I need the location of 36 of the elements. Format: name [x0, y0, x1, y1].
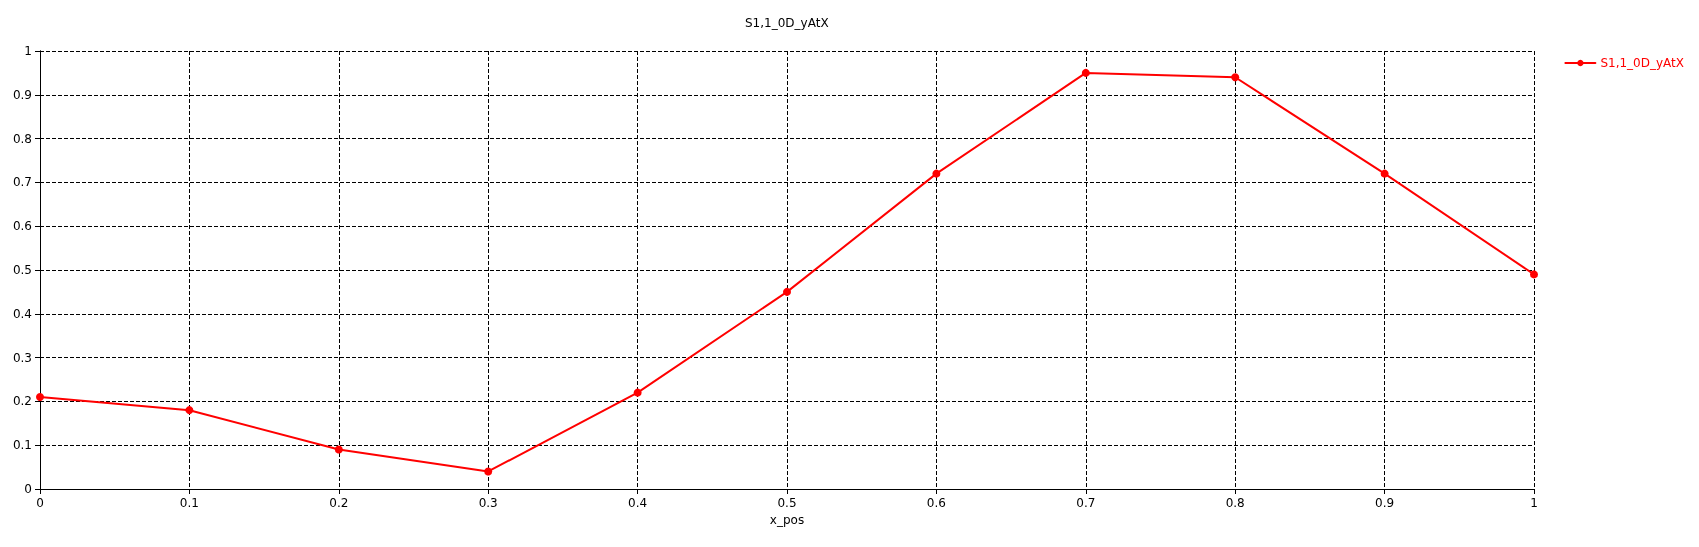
x-tick-label: 0.5: [777, 496, 797, 510]
y-tick-label: 0.6: [12, 219, 32, 234]
y-tick-label: 0: [24, 482, 32, 496]
point: [1530, 270, 1538, 279]
x-tick-label: 0.9: [1375, 496, 1395, 510]
x-tick-label: 0: [36, 496, 44, 510]
x-tick-label: 0.4: [628, 496, 648, 510]
x-axis-title: x_pos: [769, 512, 805, 527]
point: [36, 393, 44, 402]
y-tick-label: 0.5: [12, 263, 32, 277]
y-tick-label: 0.3: [12, 350, 32, 365]
point: [1380, 169, 1389, 178]
y-tick-label: 0.9: [12, 87, 32, 102]
point: [484, 467, 493, 476]
x-tick-label: 0.6: [926, 496, 946, 510]
y-tick-label: 0.2: [12, 394, 32, 409]
y-tick-label: 0.4: [12, 306, 32, 321]
chart-title: S1,1_0D_yAtX: [745, 16, 829, 30]
point: [932, 169, 941, 178]
legend-label: S1,1_0D_yAtX: [1600, 56, 1685, 70]
x-tick-label: 0.2: [329, 496, 349, 510]
point: [1081, 68, 1090, 77]
x-tick-label: 0.8: [1225, 496, 1245, 510]
y-tick-label: 1: [24, 44, 32, 58]
point: [783, 287, 791, 296]
point: [185, 406, 194, 415]
y-tick-label: 0.8: [12, 131, 32, 146]
y-tick-label: 0.7: [12, 175, 32, 190]
point: [334, 445, 343, 454]
x-tick-label: 1: [1530, 496, 1538, 510]
x-tick-label: 0.7: [1076, 496, 1096, 510]
y-tick-label: 0.1: [12, 438, 32, 453]
point: [633, 388, 642, 397]
x-tick-label: 0.1: [179, 496, 199, 510]
x-tick-label: 0.3: [478, 496, 498, 510]
point: [1231, 73, 1240, 82]
